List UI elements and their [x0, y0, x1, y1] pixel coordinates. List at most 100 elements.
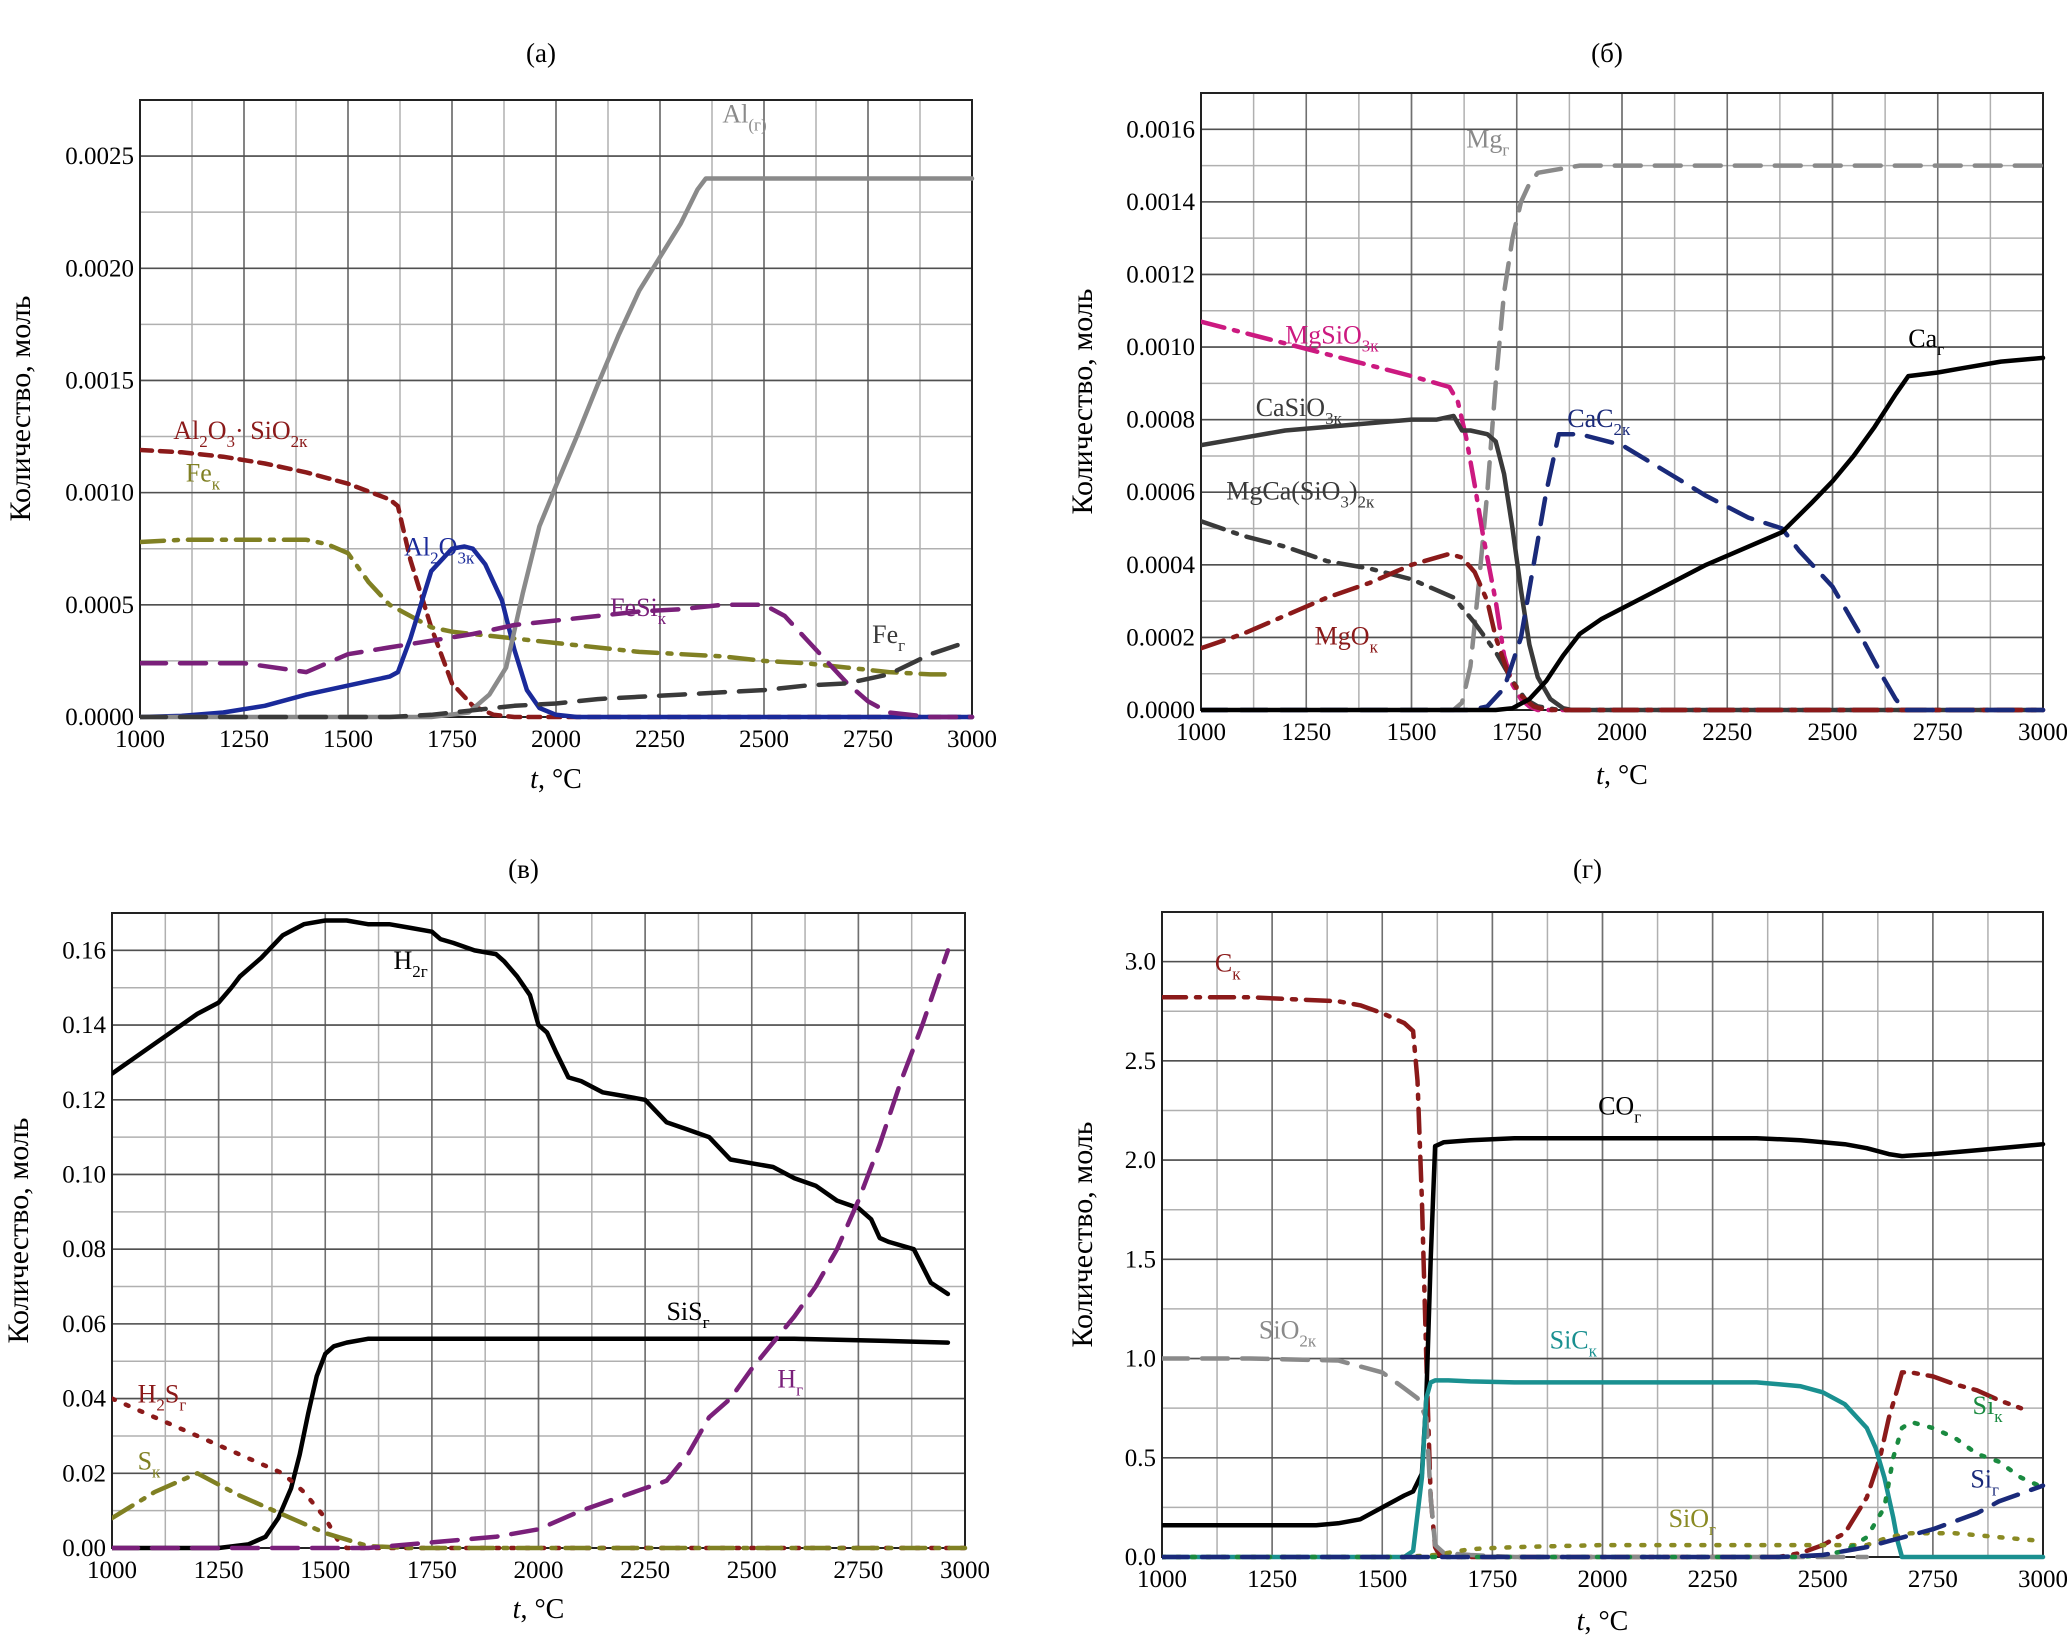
series-group — [1201, 163, 2046, 713]
x-tick-label: 1500 — [300, 1557, 350, 1584]
series-line-MgOк — [1201, 551, 2046, 713]
x-tick-label: 2500 — [727, 1557, 777, 1584]
x-tick-label: 3000 — [2018, 719, 2067, 746]
y-tick-label: 0.10 — [62, 1161, 106, 1188]
x-axis-label: t, °C — [1596, 760, 1648, 791]
series-line-Hг — [112, 948, 951, 1551]
x-tick-label: 1000 — [1137, 1566, 1187, 1593]
series-line-Al2O3к — [140, 544, 975, 720]
y-tick-label: 3.0 — [1125, 949, 1156, 976]
x-tick-label: 1250 — [1281, 719, 1331, 746]
series-label: Siг — [1970, 1465, 1999, 1500]
y-tick-label: 0.0008 — [1126, 407, 1195, 434]
y-tick-label: 1.5 — [1125, 1246, 1156, 1273]
x-tick-label: 1750 — [1467, 1566, 1517, 1593]
x-tick-label: 1500 — [323, 726, 373, 753]
x-tick-label: 2250 — [635, 726, 685, 753]
x-tick-label: 2500 — [739, 726, 789, 753]
y-tick-label: 0.12 — [62, 1087, 106, 1114]
series-line-SiOг — [1162, 1530, 2046, 1560]
series-label: CaSiO3к — [1256, 393, 1343, 428]
y-tick-label: 0.0010 — [65, 480, 134, 507]
y-axis-label: Количество, моль — [1066, 1122, 1099, 1348]
series-line-Caг — [1201, 355, 2046, 713]
x-tick-label: 3000 — [947, 726, 997, 753]
chart-panel-3: 1000 1250 1500 1750 2000 2250 2500 2750 3000 0.00… — [2, 854, 990, 1625]
x-tick-label: 2000 — [1578, 1566, 1628, 1593]
x-tick-label: 2000 — [531, 726, 581, 753]
x-tick-label: 2750 — [1913, 719, 1963, 746]
series-label: CaC2к — [1567, 404, 1631, 439]
y-tick-label: 0.0012 — [1126, 261, 1195, 288]
x-tick-label: 2500 — [1798, 1566, 1848, 1593]
series-line-H2г — [112, 918, 951, 1297]
series-label: H2г — [393, 946, 427, 981]
x-tick-label: 2500 — [1808, 719, 1858, 746]
series-label: Feг — [872, 620, 905, 655]
chart-panel-2: 1000 1250 1500 1750 2000 2250 2500 2750 3000 0.00… — [1066, 38, 2067, 791]
series-line-Mgг — [1201, 163, 2046, 713]
x-tick-label: 2250 — [620, 1557, 670, 1584]
series-label: Al(г) — [722, 99, 766, 134]
y-tick-label: 0.0000 — [1126, 697, 1195, 724]
x-tick-label: 1250 — [1247, 1566, 1297, 1593]
x-tick-label: 1750 — [1492, 719, 1542, 746]
y-tick-label: 0.02 — [62, 1460, 106, 1487]
y-tick-label: 0.00 — [62, 1535, 106, 1562]
x-tick-label: 2750 — [843, 726, 893, 753]
series-line-SiSг — [112, 1336, 951, 1551]
x-tick-label: 3000 — [940, 1557, 990, 1584]
panel-title: (г) — [1573, 854, 1602, 884]
x-tick-label: 1250 — [219, 726, 269, 753]
y-tick-label: 0.0004 — [1126, 552, 1195, 579]
series-line-COг — [1162, 1135, 2046, 1528]
y-tick-label: 0.14 — [62, 1012, 106, 1039]
series-label: Caг — [1908, 324, 1944, 359]
x-tick-label: 1750 — [427, 726, 477, 753]
x-tick-label: 2250 — [1702, 719, 1752, 746]
x-axis-label: t, °C — [1577, 1606, 1629, 1637]
y-tick-label: 0.0015 — [65, 367, 134, 394]
y-tick-label: 0.0000 — [65, 704, 134, 731]
x-tick-label: 3000 — [2018, 1566, 2067, 1593]
y-axis-label: Количество, моль — [1066, 289, 1099, 515]
y-tick-label: 0.0014 — [1126, 189, 1195, 216]
series-label: SiCк — [1550, 1326, 1598, 1361]
chart-panel-4: 1000 1250 1500 1750 2000 2250 2500 2750 3000 0.0 0… — [1066, 854, 2067, 1637]
y-tick-label: 0.06 — [62, 1311, 106, 1338]
series-group — [140, 176, 975, 720]
panel-title: (в) — [508, 854, 539, 884]
panel-title: (б) — [1591, 38, 1623, 68]
x-tick-label: 2250 — [1688, 1566, 1738, 1593]
x-tick-label: 1250 — [194, 1557, 244, 1584]
series-label: Sк — [138, 1447, 161, 1482]
series-label: SiOг — [1669, 1504, 1716, 1539]
y-tick-label: 0.0025 — [65, 143, 134, 170]
y-tick-label: 0.0010 — [1126, 334, 1195, 361]
x-tick-label: 2000 — [1597, 719, 1647, 746]
series-line-Al(г) — [140, 176, 975, 720]
series-label: Mgг — [1466, 124, 1509, 159]
series-label: COг — [1598, 1091, 1641, 1126]
chart-panel-1: 1000 1250 1500 1750 2000 2250 2500 2750 3000 0.00… — [4, 38, 997, 795]
x-tick-label: 2000 — [514, 1557, 564, 1584]
y-tick-label: 1.0 — [1125, 1346, 1156, 1373]
series-line-Feк — [140, 537, 954, 677]
series-label: MgCa(SiO3)2к — [1226, 476, 1375, 511]
series-group — [1162, 995, 2046, 1560]
x-tick-label: 1500 — [1357, 1566, 1407, 1593]
panel-title: (а) — [526, 38, 556, 68]
y-tick-label: 0.0005 — [65, 592, 134, 619]
series-group — [112, 918, 968, 1551]
series-label: Al2O3· SiO2к — [173, 416, 308, 451]
x-tick-label: 2750 — [1908, 1566, 1958, 1593]
x-tick-label: 1000 — [1176, 719, 1226, 746]
y-tick-label: 0.08 — [62, 1236, 106, 1263]
y-tick-label: 0.16 — [62, 937, 106, 964]
x-axis-label: t, °C — [513, 1594, 565, 1625]
series-line-Feг — [140, 640, 966, 720]
y-tick-label: 2.0 — [1125, 1147, 1156, 1174]
series-label: Siк — [1973, 1391, 2004, 1426]
y-axis-label: Количество, моль — [2, 1118, 35, 1344]
